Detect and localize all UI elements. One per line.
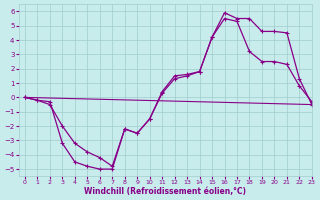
X-axis label: Windchill (Refroidissement éolien,°C): Windchill (Refroidissement éolien,°C) (84, 187, 246, 196)
